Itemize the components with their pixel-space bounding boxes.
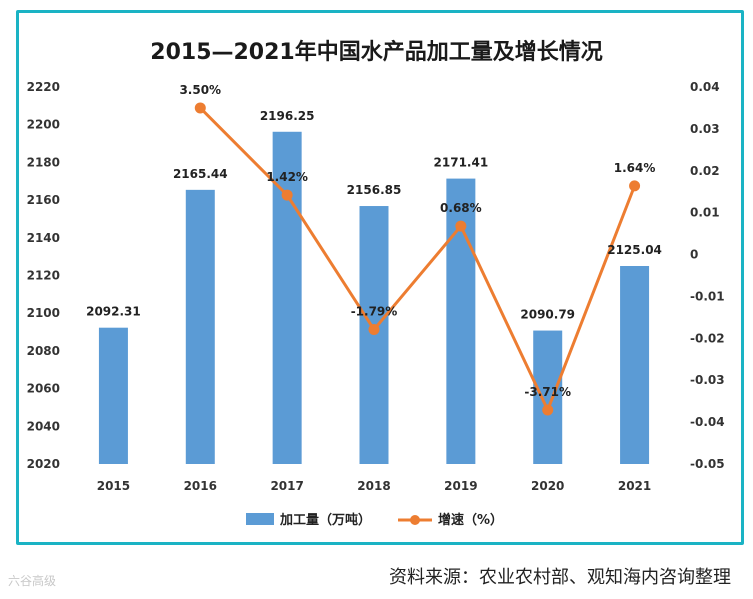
growth-data-label: 3.50% xyxy=(179,83,221,97)
x-tick-label: 2019 xyxy=(444,479,477,493)
watermark-corner: 六谷高级 xyxy=(8,574,57,588)
growth-point xyxy=(542,404,554,416)
growth-point xyxy=(194,102,206,114)
y-right-tick-label: -0.02 xyxy=(690,331,725,345)
growth-line xyxy=(199,106,636,414)
growth-point xyxy=(629,180,641,192)
y-right-tick-label: -0.03 xyxy=(690,373,725,387)
chart-title: 2015—2021年中国水产品加工量及增长情况 xyxy=(150,40,603,65)
y-left-tick-label: 2020 xyxy=(27,457,60,471)
growth-data-label: -1.79% xyxy=(351,305,398,319)
x-tick-label: 2015 xyxy=(97,479,130,493)
y-left-tick-label: 2040 xyxy=(27,419,60,433)
growth-data-label: 1.42% xyxy=(266,170,308,184)
y-left-tick-label: 2080 xyxy=(27,344,60,358)
bar-data-label: 2092.31 xyxy=(86,305,141,319)
bar-data-label: 2090.79 xyxy=(520,308,575,322)
legend-line-label: 增速（%） xyxy=(438,512,503,528)
y-right-tick-label: -0.05 xyxy=(690,457,725,471)
y-left-tick-label: 2180 xyxy=(27,155,60,169)
bar-data-label: 2171.41 xyxy=(434,156,489,170)
y-right-tick-label: 0.04 xyxy=(690,80,720,94)
growth-point xyxy=(455,220,467,232)
y-right-tick-label: 0.01 xyxy=(690,206,720,220)
bar-data-label: 2196.25 xyxy=(260,109,315,123)
y-right-tick-label: -0.04 xyxy=(690,415,725,429)
y-left-tick-label: 2060 xyxy=(27,382,60,396)
y-left-tick-label: 2200 xyxy=(27,118,60,132)
x-tick-label: 2016 xyxy=(184,479,217,493)
bar xyxy=(185,189,215,465)
bar xyxy=(620,265,650,464)
x-tick-label: 2021 xyxy=(618,479,651,493)
growth-data-label: -3.71% xyxy=(524,385,571,399)
y-left-tick-label: 2120 xyxy=(27,269,60,283)
legend-bar-label: 加工量（万吨） xyxy=(279,512,371,528)
growth-point xyxy=(368,324,380,336)
x-tick-label: 2017 xyxy=(270,479,303,493)
bar xyxy=(533,330,563,464)
bar-data-label: 2165.44 xyxy=(173,167,228,181)
y-left-tick-label: 2140 xyxy=(27,231,60,245)
growth-point xyxy=(281,189,293,201)
y-right-tick-label: -0.01 xyxy=(690,289,725,303)
source-note: 资料来源：农业农村部、观知海内咨询整理 xyxy=(389,567,731,588)
y-right-tick-label: 0 xyxy=(690,248,698,262)
y-right-tick-label: 0.02 xyxy=(690,164,720,178)
y-left-tick-label: 2100 xyxy=(27,306,60,320)
y-left-tick-label: 2220 xyxy=(27,80,60,94)
x-tick-label: 2020 xyxy=(531,479,564,493)
bar-data-label: 2125.04 xyxy=(607,243,662,257)
bar xyxy=(98,327,128,464)
chart-frame xyxy=(16,10,744,545)
x-tick-label: 2018 xyxy=(357,479,390,493)
growth-data-label: 1.64% xyxy=(614,161,656,175)
legend-bar-swatch xyxy=(246,513,274,525)
bar-data-label: 2156.85 xyxy=(347,183,402,197)
growth-data-label: 0.68% xyxy=(440,201,482,215)
y-right-tick-label: 0.03 xyxy=(690,122,720,136)
legend-line-marker xyxy=(410,515,420,525)
y-left-tick-label: 2160 xyxy=(27,193,60,207)
